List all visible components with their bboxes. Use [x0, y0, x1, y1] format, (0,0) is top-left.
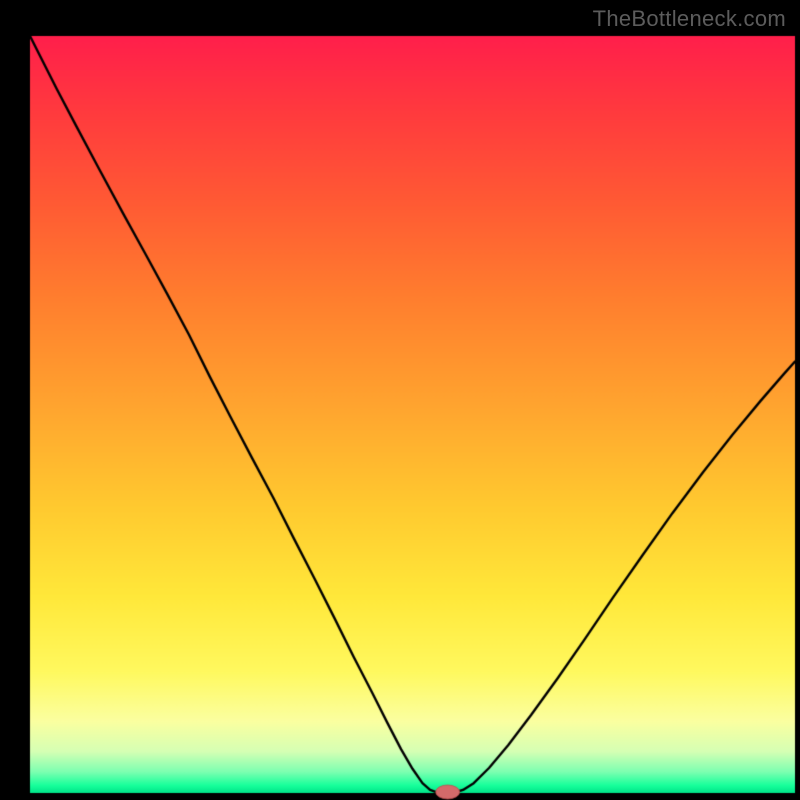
watermark-label: TheBottleneck.com — [593, 6, 786, 32]
chart-stage: TheBottleneck.com — [0, 0, 800, 800]
bottleneck-curve-chart — [0, 0, 800, 800]
